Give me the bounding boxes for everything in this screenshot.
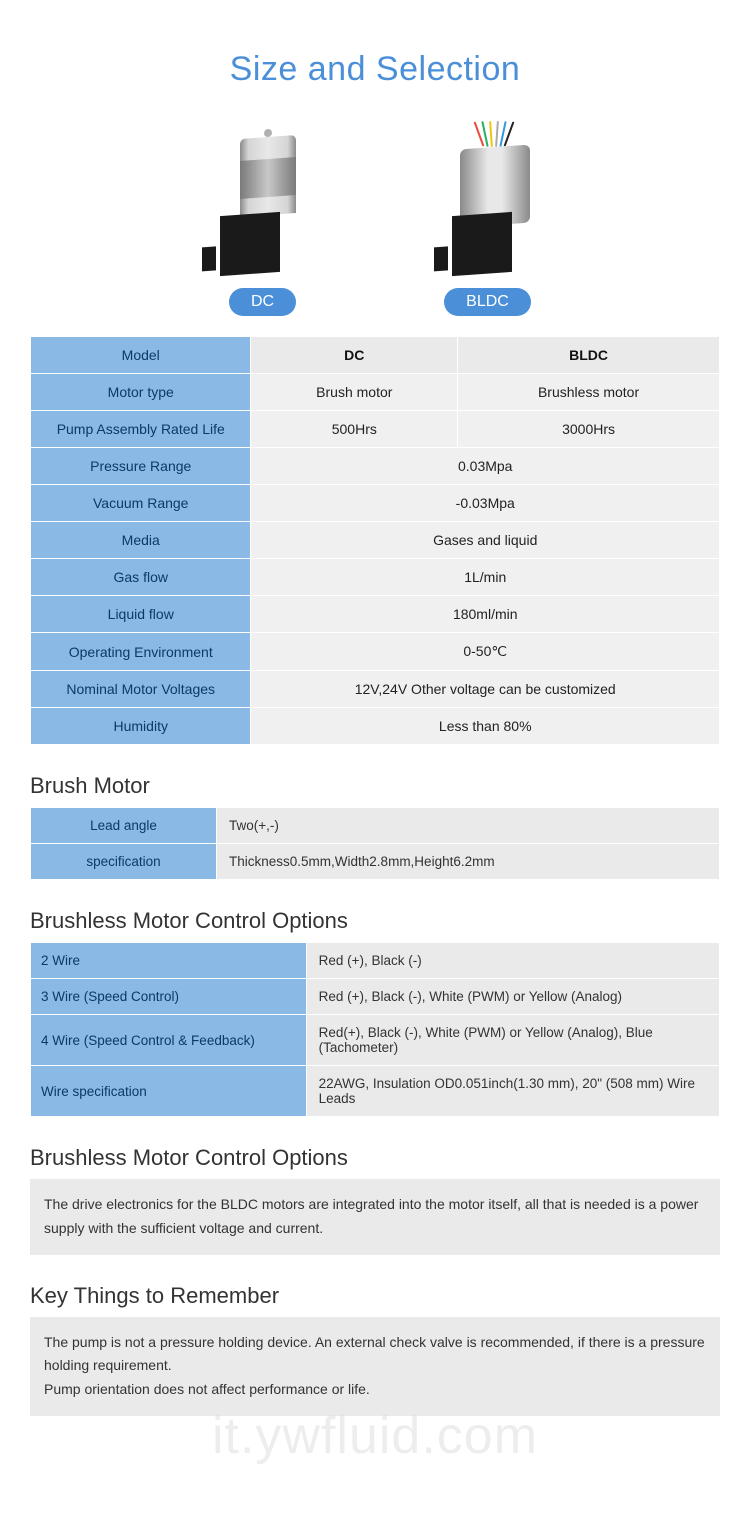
spec-row: Vacuum Range-0.03Mpa (31, 485, 720, 522)
spec-table: Model DC BLDC Motor typeBrush motorBrush… (30, 336, 720, 745)
spec-row: Motor typeBrush motorBrushless motor (31, 374, 720, 411)
bldc-options-title: Brushless Motor Control Options (30, 908, 720, 934)
spec-row-label: Motor type (31, 374, 251, 411)
brush-motor-title: Brush Motor (30, 773, 720, 799)
spec-row-label: Humidity (31, 708, 251, 745)
spec-row-label: Nominal Motor Voltages (31, 671, 251, 708)
spec-row-dc: Brush motor (251, 374, 458, 411)
spec-header-bldc: BLDC (458, 337, 720, 374)
page-title: Size and Selection (30, 50, 720, 89)
spec-row-value: 1L/min (251, 559, 720, 596)
bldc-row: 4 Wire (Speed Control & Feedback)Red(+),… (31, 1015, 720, 1066)
spec-row-label: Media (31, 522, 251, 559)
brush-row-value: Thickness0.5mm,Width2.8mm,Height6.2mm (217, 844, 720, 880)
brush-row: specificationThickness0.5mm,Width2.8mm,H… (31, 844, 720, 880)
key-things-title: Key Things to Remember (30, 1283, 720, 1309)
key-things-box: The pump is not a pressure holding devic… (30, 1317, 720, 1416)
bldc-row-label: Wire specification (31, 1066, 307, 1117)
spec-row-value: Gases and liquid (251, 522, 720, 559)
spec-row: Nominal Motor Voltages12V,24V Other volt… (31, 671, 720, 708)
spec-row-value: -0.03Mpa (251, 485, 720, 522)
spec-row-value: Less than 80% (251, 708, 720, 745)
spec-row-label: Liquid flow (31, 596, 251, 633)
spec-row: Gas flow1L/min (31, 559, 720, 596)
spec-row-bldc: 3000Hrs (458, 411, 720, 448)
spec-row: HumidityLess than 80% (31, 708, 720, 745)
bldc-row-label: 2 Wire (31, 943, 307, 979)
spec-row: Operating Environment0-50℃ (31, 633, 720, 671)
bldc-note-title: Brushless Motor Control Options (30, 1145, 720, 1171)
spec-row: MediaGases and liquid (31, 522, 720, 559)
bldc-row: Wire specification22AWG, Insulation OD0.… (31, 1066, 720, 1117)
spec-header-dc: DC (251, 337, 458, 374)
spec-row-value: 0.03Mpa (251, 448, 720, 485)
product-row: DC BLDC (30, 129, 720, 316)
spec-row: Liquid flow180ml/min (31, 596, 720, 633)
bldc-row: 3 Wire (Speed Control)Red (+), Black (-)… (31, 979, 720, 1015)
bldc-options-table: 2 WireRed (+), Black (-)3 Wire (Speed Co… (30, 942, 720, 1117)
spec-row-dc: 500Hrs (251, 411, 458, 448)
spec-header-row: Model DC BLDC (31, 337, 720, 374)
product-dc-image (195, 129, 330, 274)
bldc-row-value: Red (+), Black (-) (306, 943, 719, 979)
spec-row-label: Pump Assembly Rated Life (31, 411, 251, 448)
bldc-row-label: 3 Wire (Speed Control) (31, 979, 307, 1015)
product-bldc: BLDC (420, 129, 555, 316)
spec-row-value: 0-50℃ (251, 633, 720, 671)
bldc-badge: BLDC (444, 288, 531, 316)
bldc-row-value: 22AWG, Insulation OD0.051inch(1.30 mm), … (306, 1066, 719, 1117)
brush-row-value: Two(+,-) (217, 808, 720, 844)
bldc-row-value: Red (+), Black (-), White (PWM) or Yello… (306, 979, 719, 1015)
product-dc: DC (195, 129, 330, 316)
dc-badge: DC (229, 288, 296, 316)
product-bldc-image (420, 129, 555, 274)
spec-row-label: Pressure Range (31, 448, 251, 485)
spec-row-value: 180ml/min (251, 596, 720, 633)
key-things-line-1: The pump is not a pressure holding devic… (44, 1331, 706, 1379)
key-things-line-2: Pump orientation does not affect perform… (44, 1378, 706, 1402)
brush-motor-table: Lead angleTwo(+,-)specificationThickness… (30, 807, 720, 880)
bldc-note-text: The drive electronics for the BLDC motor… (30, 1179, 720, 1255)
spec-row-label: Operating Environment (31, 633, 251, 671)
brush-row: Lead angleTwo(+,-) (31, 808, 720, 844)
spec-row-label: Vacuum Range (31, 485, 251, 522)
brush-row-label: specification (31, 844, 217, 880)
spec-header-model: Model (31, 337, 251, 374)
brush-row-label: Lead angle (31, 808, 217, 844)
spec-row: Pressure Range0.03Mpa (31, 448, 720, 485)
bldc-row: 2 WireRed (+), Black (-) (31, 943, 720, 979)
spec-row-label: Gas flow (31, 559, 251, 596)
spec-row: Pump Assembly Rated Life500Hrs3000Hrs (31, 411, 720, 448)
bldc-row-value: Red(+), Black (-), White (PWM) or Yellow… (306, 1015, 719, 1066)
bldc-row-label: 4 Wire (Speed Control & Feedback) (31, 1015, 307, 1066)
spec-row-value: 12V,24V Other voltage can be customized (251, 671, 720, 708)
spec-row-bldc: Brushless motor (458, 374, 720, 411)
